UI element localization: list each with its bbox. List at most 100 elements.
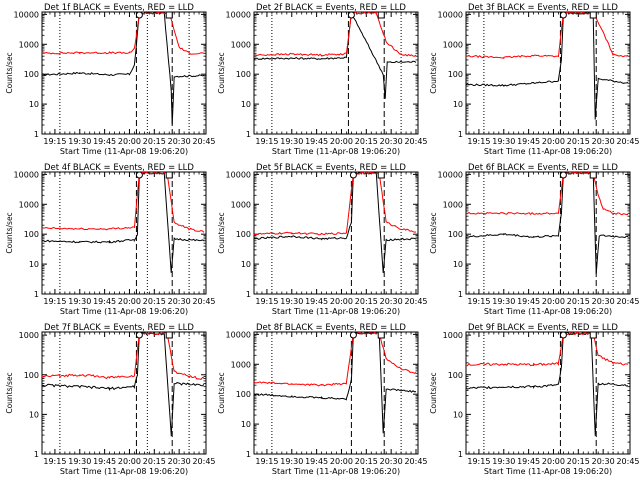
x-tick-label: 20:45	[192, 297, 215, 306]
x-tick-label: 20:15	[143, 457, 166, 466]
y-tick-label: 10000	[226, 330, 251, 339]
y-tick-label: 1	[34, 130, 39, 139]
chart-panel-8: Det 8f BLACK = Events, RED = LLD 1 10 100 10…	[217, 323, 428, 476]
x-tick-label: 20:45	[404, 137, 427, 146]
x-tick-label: 19:15	[43, 457, 66, 466]
y-axis-label: Counts/sec	[429, 52, 438, 93]
x-tick-label: 20:00	[542, 457, 565, 466]
plot-frame	[253, 331, 419, 455]
y-tick-label: 10	[29, 260, 39, 269]
y-tick-label: 1000	[443, 40, 463, 49]
y-axis-label: Counts/sec	[217, 212, 226, 253]
y-tick-label: 1000	[19, 200, 39, 209]
x-tick-label: 20:15	[567, 457, 590, 466]
y-tick-label: 10	[241, 100, 251, 109]
circle-marker	[135, 11, 143, 19]
x-tick-label: 19:45	[93, 297, 116, 306]
y-tick-label: 1	[34, 290, 39, 299]
chart-panel-4: Det 4f BLACK = Events, RED = LLD 1 10 100 10…	[5, 163, 216, 316]
y-tick-label: 100	[236, 390, 251, 399]
x-tick-label: 20:00	[542, 297, 565, 306]
x-tick-label: 20:00	[330, 457, 353, 466]
y-tick-label: 10	[241, 260, 251, 269]
circle-marker	[349, 331, 357, 339]
x-tick-label: 19:15	[467, 137, 490, 146]
x-tick-label: 19:45	[305, 297, 328, 306]
lld-series-line	[253, 171, 417, 236]
chart-title: Det 6f BLACK = Events, RED = LLD	[468, 163, 618, 173]
square-marker	[377, 171, 385, 179]
x-axis-label: Start Time (11-Apr-08 19:06:20)	[272, 467, 400, 476]
y-tick-label: 10000	[14, 170, 39, 179]
square-marker	[165, 171, 173, 179]
y-axis-label: Counts/sec	[217, 372, 226, 413]
y-tick-label: 10	[453, 100, 463, 109]
y-axis-label: Counts/sec	[5, 372, 14, 413]
chart-panel-3: Det 3f BLACK = Events, RED = LLD 1 10 100 10…	[429, 3, 640, 156]
x-tick-label: 19:30	[68, 457, 91, 466]
y-tick-label: 100	[24, 371, 39, 380]
x-tick-label: 20:00	[118, 137, 141, 146]
x-tick-label: 20:15	[355, 137, 378, 146]
x-tick-label: 20:30	[592, 137, 615, 146]
events-series-line	[465, 11, 629, 120]
y-tick-label: 1000	[231, 200, 251, 209]
chart-title: Det 9f BLACK = Events, RED = LLD	[468, 323, 618, 333]
chart-title: Det 5f BLACK = Events, RED = LLD	[256, 163, 406, 173]
y-tick-label: 1000	[443, 331, 463, 340]
plot-frame	[465, 171, 631, 295]
x-tick-label: 20:15	[567, 137, 590, 146]
x-tick-label: 19:15	[255, 137, 278, 146]
x-tick-label: 19:30	[280, 137, 303, 146]
x-tick-label: 20:15	[355, 297, 378, 306]
plot-frame	[41, 171, 207, 295]
square-marker	[589, 171, 597, 179]
x-tick-label: 20:45	[192, 457, 215, 466]
lld-series-line	[253, 11, 417, 58]
circle-marker	[347, 11, 355, 19]
x-axis-label: Start Time (11-Apr-08 19:06:20)	[60, 147, 188, 156]
chart-panel-5: Det 5f BLACK = Events, RED = LLD 1 10 100 10…	[217, 163, 428, 316]
x-tick-label: 19:30	[280, 297, 303, 306]
chart-title: Det 4f BLACK = Events, RED = LLD	[44, 163, 194, 173]
events-series-line	[41, 331, 205, 437]
y-tick-label: 10	[29, 410, 39, 419]
x-tick-label: 19:45	[517, 297, 540, 306]
y-tick-label: 100	[236, 70, 251, 79]
chart-title: Det 3f BLACK = Events, RED = LLD	[468, 3, 618, 13]
x-tick-label: 20:00	[330, 297, 353, 306]
y-tick-label: 100	[24, 70, 39, 79]
events-series-line	[465, 331, 629, 436]
lld-series-line	[41, 11, 205, 55]
plot-frame	[465, 331, 631, 455]
circle-marker	[135, 331, 143, 339]
x-axis-label: Start Time (11-Apr-08 19:06:20)	[272, 147, 400, 156]
events-series-line	[42, 171, 205, 273]
circle-marker	[559, 11, 567, 19]
x-tick-label: 20:00	[542, 137, 565, 146]
y-tick-label: 1000	[231, 360, 251, 369]
x-tick-label: 19:15	[255, 457, 278, 466]
chart-title: Det 8f BLACK = Events, RED = LLD	[256, 323, 406, 333]
lld-series-line	[41, 171, 205, 233]
square-marker	[165, 11, 173, 19]
square-marker	[377, 331, 385, 339]
events-series-line	[253, 171, 417, 274]
y-tick-label: 1000	[19, 40, 39, 49]
plot-frame	[465, 11, 631, 135]
x-axis-label: Start Time (11-Apr-08 19:06:20)	[484, 307, 612, 316]
x-tick-label: 20:45	[404, 297, 427, 306]
y-tick-label: 10	[29, 100, 39, 109]
square-marker	[589, 11, 597, 19]
y-axis-label: Counts/sec	[5, 52, 14, 93]
lld-series-line	[253, 331, 417, 387]
lld-series-line	[465, 11, 629, 59]
chart-panel-1: Det 1f BLACK = Events, RED = LLD 1 10 100 10…	[5, 3, 216, 156]
y-axis-label: Counts/sec	[429, 372, 438, 413]
x-tick-label: 20:45	[404, 457, 427, 466]
x-tick-label: 20:45	[616, 457, 639, 466]
x-tick-label: 19:30	[492, 137, 515, 146]
x-axis-label: Start Time (11-Apr-08 19:06:20)	[60, 307, 188, 316]
events-series-line	[465, 171, 629, 274]
x-tick-label: 20:45	[616, 297, 639, 306]
